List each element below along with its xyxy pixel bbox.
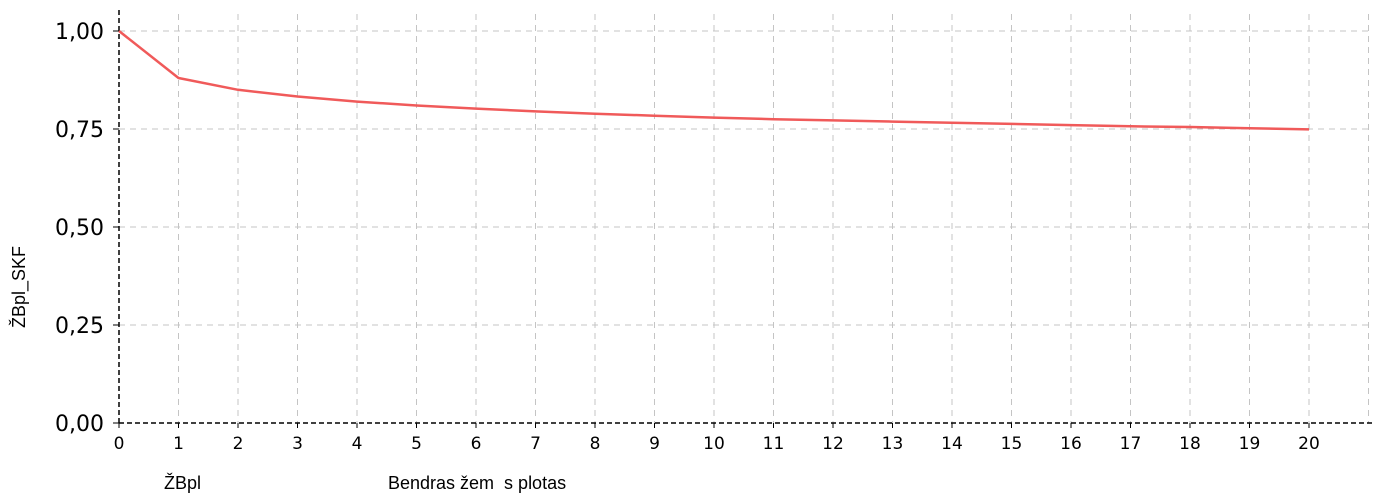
y-tick-labels: 0,00 0,25 0,50 0,75 1,00 bbox=[55, 20, 119, 437]
x-tick-label-1: 1 bbox=[173, 434, 184, 454]
x-tick-label-17: 17 bbox=[1120, 434, 1142, 454]
x-tick-label-2: 2 bbox=[233, 434, 244, 454]
x-tick-label-15: 15 bbox=[1001, 434, 1023, 454]
x-tick-label-9: 9 bbox=[649, 434, 660, 454]
x-axis-title: Bendras žem s plotas bbox=[388, 473, 566, 493]
series-line-0 bbox=[118, 30, 1310, 131]
axes bbox=[118, 10, 1372, 425]
x-tick-label-13: 13 bbox=[882, 434, 904, 454]
x-tick-label-12: 12 bbox=[822, 434, 844, 454]
x-tick-label-7: 7 bbox=[530, 434, 541, 454]
x-tick-label-6: 6 bbox=[471, 434, 482, 454]
y-tick-label-2: 0,50 bbox=[55, 216, 104, 241]
x-tick-label-20: 20 bbox=[1298, 434, 1320, 454]
x-tick-labels: 0 1 2 3 4 5 6 7 8 9 10 11 12 13 14 15 16 17 18 19 20 bbox=[114, 423, 1320, 454]
x-tick-label-19: 19 bbox=[1239, 434, 1261, 454]
x-tick-label-5: 5 bbox=[411, 434, 422, 454]
y-tick-label-3: 0,75 bbox=[55, 118, 104, 143]
x-tick-label-18: 18 bbox=[1179, 434, 1201, 454]
x-tick-label-16: 16 bbox=[1060, 434, 1082, 454]
x-axis-subtitle: ŽBpl bbox=[164, 473, 201, 493]
x-tick-label-4: 4 bbox=[352, 434, 363, 454]
x-tick-label-3: 3 bbox=[292, 434, 303, 454]
x-tick-label-8: 8 bbox=[590, 434, 601, 454]
y-tick-label-1: 0,25 bbox=[55, 314, 104, 339]
x-tick-label-10: 10 bbox=[703, 434, 725, 454]
x-tick-label-11: 11 bbox=[763, 434, 785, 454]
x-tick-label-14: 14 bbox=[941, 434, 963, 454]
grid bbox=[119, 14, 1372, 423]
y-axis-title: ŽBpl_SKF bbox=[9, 246, 30, 328]
series-lines bbox=[118, 30, 1310, 131]
y-tick-label-0: 0,00 bbox=[55, 412, 104, 437]
x-tick-label-0: 0 bbox=[114, 434, 125, 454]
y-tick-label-4: 1,00 bbox=[55, 20, 104, 45]
